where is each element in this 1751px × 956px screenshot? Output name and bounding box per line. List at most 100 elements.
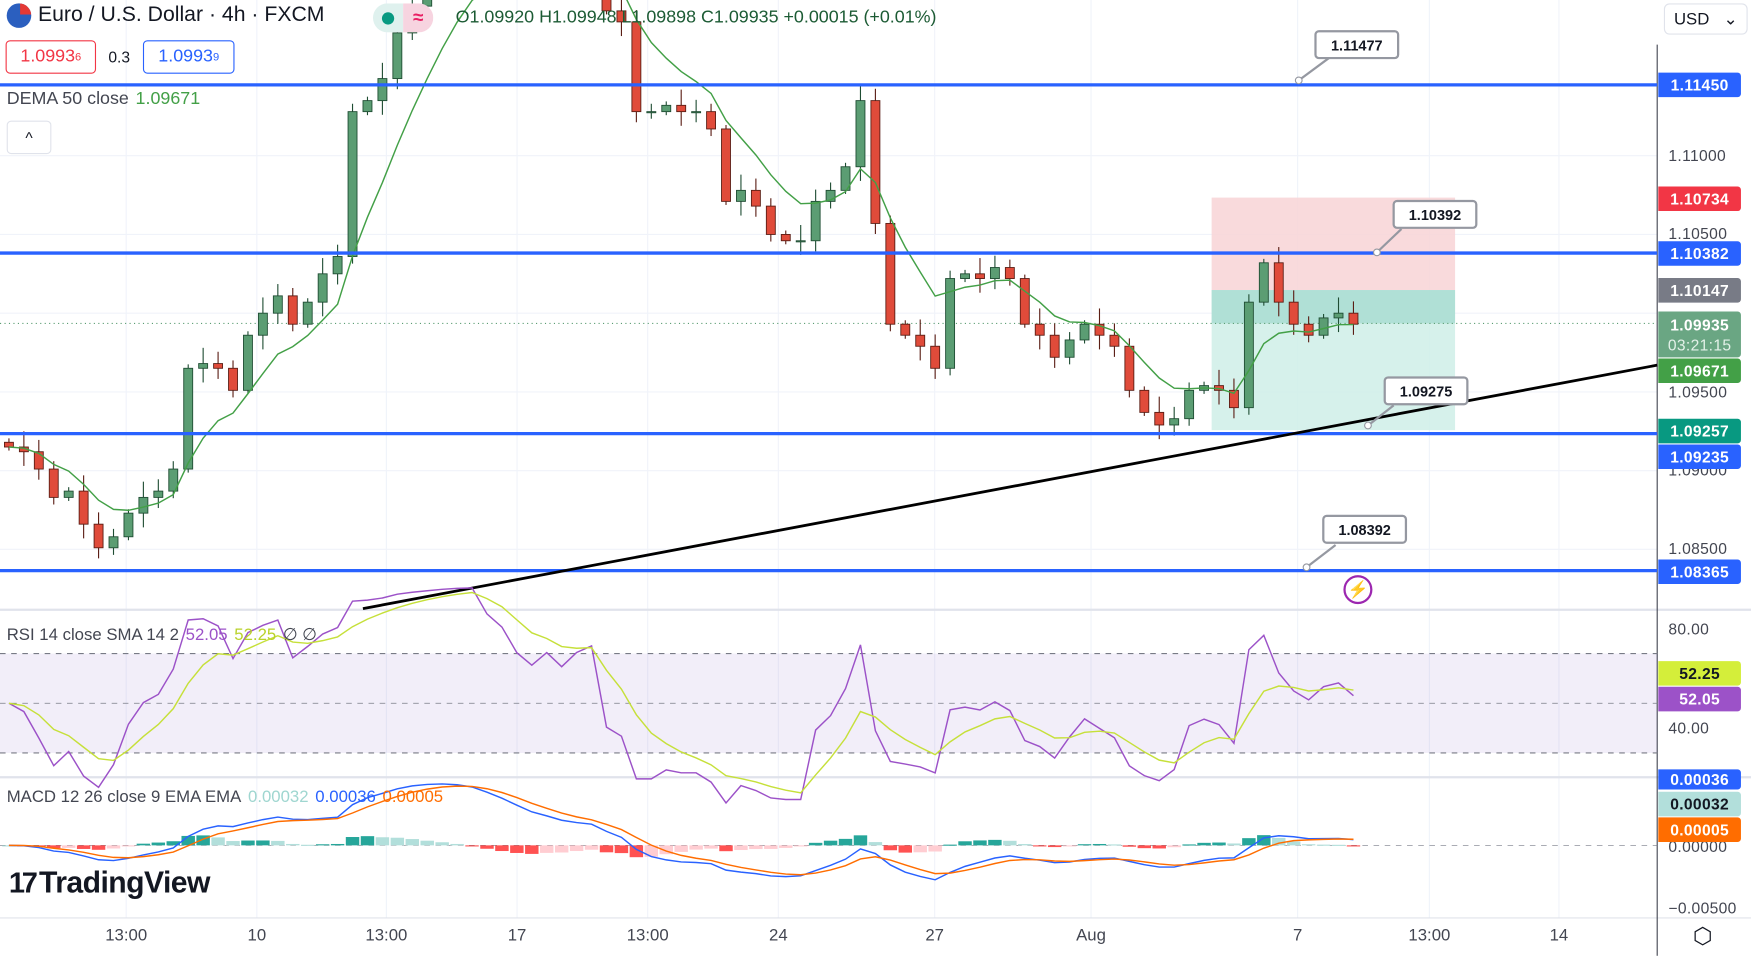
candle-up: [1079, 323, 1090, 341]
macd-histogram-bar: [913, 845, 927, 853]
dema-legend[interactable]: DEMA 50 close 1.09671: [7, 89, 200, 109]
candle-up: [960, 273, 970, 279]
macd-histogram-bar: [704, 845, 718, 849]
currency-dropdown[interactable]: USD ⌄: [1663, 3, 1748, 35]
callout-anchor: [1302, 563, 1311, 572]
price-callout[interactable]: 1.08392: [1322, 514, 1408, 544]
lightning-icon[interactable]: ⚡: [1343, 575, 1373, 605]
macd-histogram-bar: [1331, 844, 1346, 846]
macd-histogram-bar: [853, 835, 868, 846]
macd-histogram-bar: [823, 840, 838, 846]
macd-histogram-bar: [719, 845, 733, 852]
macd-histogram-bar: [569, 845, 584, 852]
rsi-sma-badge: 52.25: [1658, 661, 1741, 686]
candle-down: [1094, 323, 1105, 336]
price-callout[interactable]: 1.10392: [1392, 199, 1478, 229]
macd-histogram-bar: [629, 845, 644, 858]
macd-histogram-bar: [241, 840, 255, 846]
tradingview-logo[interactable]: 17 TradingView: [9, 865, 211, 900]
macd-signal-badge: 0.00005: [1658, 817, 1741, 842]
macd-histogram-bar: [1346, 845, 1361, 847]
macd-histogram-bar: [973, 840, 987, 846]
market-open-icon[interactable]: [372, 3, 404, 33]
last-price: 1.09935: [1670, 315, 1730, 334]
macd-histogram-bar: [226, 841, 240, 846]
candle-up: [392, 32, 403, 80]
candle-up: [63, 490, 74, 498]
macd-label: MACD 12 26 close 9 EMA EMA: [6, 787, 242, 807]
macd-histogram-bar: [584, 845, 599, 850]
time-tick: 17: [507, 925, 527, 945]
macd-histogram-bar: [405, 839, 420, 846]
dema-label: DEMA 50 close: [6, 89, 129, 109]
macd-histogram-bar: [674, 845, 688, 852]
symbol-legend[interactable]: Euro / U.S. Dollar · 4h · FXCM: [6, 3, 325, 28]
bid-pip: 6: [75, 50, 82, 64]
candle-up: [736, 189, 746, 202]
macd-histogram-bar: [151, 842, 166, 846]
spread: 0.3: [108, 48, 131, 66]
candle-down: [721, 128, 731, 202]
price-tick: 1.09500: [1668, 383, 1728, 401]
candle-up: [646, 111, 657, 114]
chevron-down-icon: ⌄: [1723, 10, 1738, 30]
macd-legend[interactable]: MACD 12 26 close 9 EMA EMA 0.00032 0.00036…: [7, 787, 450, 806]
rsi-legend[interactable]: RSI 14 close SMA 14 2 52.05 52.25 ∅ ∅: [7, 624, 324, 644]
price-tick: 1.08500: [1668, 539, 1728, 558]
collapse-legend-button[interactable]: ^: [6, 120, 52, 155]
settings-icon[interactable]: ⬡: [1692, 924, 1713, 950]
candle-up: [1243, 301, 1254, 409]
macd-hist-value: 0.00032: [248, 787, 309, 807]
macd-histogram-bar: [106, 845, 121, 849]
macd-histogram-bar: [614, 845, 629, 854]
candle-down: [1124, 345, 1135, 391]
candle-down: [915, 334, 926, 347]
status-pills[interactable]: ≈: [372, 3, 434, 33]
time-tick: 13:00: [1408, 925, 1451, 945]
macd-histogram-bar: [345, 837, 360, 846]
candle-up: [183, 367, 194, 470]
close-value: C1.09935: [701, 7, 779, 27]
callout-pointer: [1367, 404, 1395, 427]
macd-histogram-bar: [779, 845, 793, 848]
macd-histogram-bar: [1003, 840, 1017, 846]
macd-histogram-bar: [450, 843, 464, 846]
price-callout[interactable]: 1.11477: [1314, 30, 1400, 60]
candle-down: [33, 451, 44, 470]
candle-down: [1004, 267, 1015, 279]
wave-icon[interactable]: ≈: [403, 3, 434, 33]
candle-down: [750, 189, 761, 207]
macd-histogram-bar: [47, 845, 61, 849]
macd-histogram-bar: [300, 844, 315, 846]
macd-histogram-bar: [271, 840, 285, 846]
macd-histogram-bar: [136, 843, 151, 846]
callout-anchor: [1372, 248, 1381, 257]
sell-button[interactable]: 1.0993 6: [5, 40, 97, 74]
macd-signal-line: [8, 785, 1354, 876]
buy-button[interactable]: 1.0993 9: [142, 40, 235, 74]
macd-histogram-bar: [958, 841, 972, 846]
candle-up: [795, 240, 806, 243]
macd-histogram-bar: [510, 845, 524, 853]
macd-histogram-bar: [883, 845, 898, 851]
time-tick: 7: [1292, 925, 1303, 945]
trend-line: [362, 363, 1658, 610]
macd-histogram-bar: [1077, 844, 1092, 846]
candle-up: [1169, 418, 1180, 426]
candle-up: [661, 104, 672, 113]
macd-pane: [0, 783, 1658, 881]
macd-histogram-bar: [1047, 845, 1062, 848]
candle-down: [1154, 411, 1165, 426]
macd-histogram-bar: [659, 845, 673, 855]
callout-pointer: [1298, 57, 1330, 82]
macd-histogram-bar: [121, 845, 136, 847]
macd-histogram-bar: [1018, 844, 1032, 846]
levels-layer: [0, 57, 1658, 610]
stop-badge: 1.10734: [1658, 186, 1741, 212]
candle-down: [78, 490, 89, 525]
candle-up: [153, 490, 164, 498]
macd-histogram-bar: [1152, 845, 1166, 849]
price-callout[interactable]: 1.09275: [1383, 376, 1469, 406]
candle-up: [945, 278, 956, 369]
